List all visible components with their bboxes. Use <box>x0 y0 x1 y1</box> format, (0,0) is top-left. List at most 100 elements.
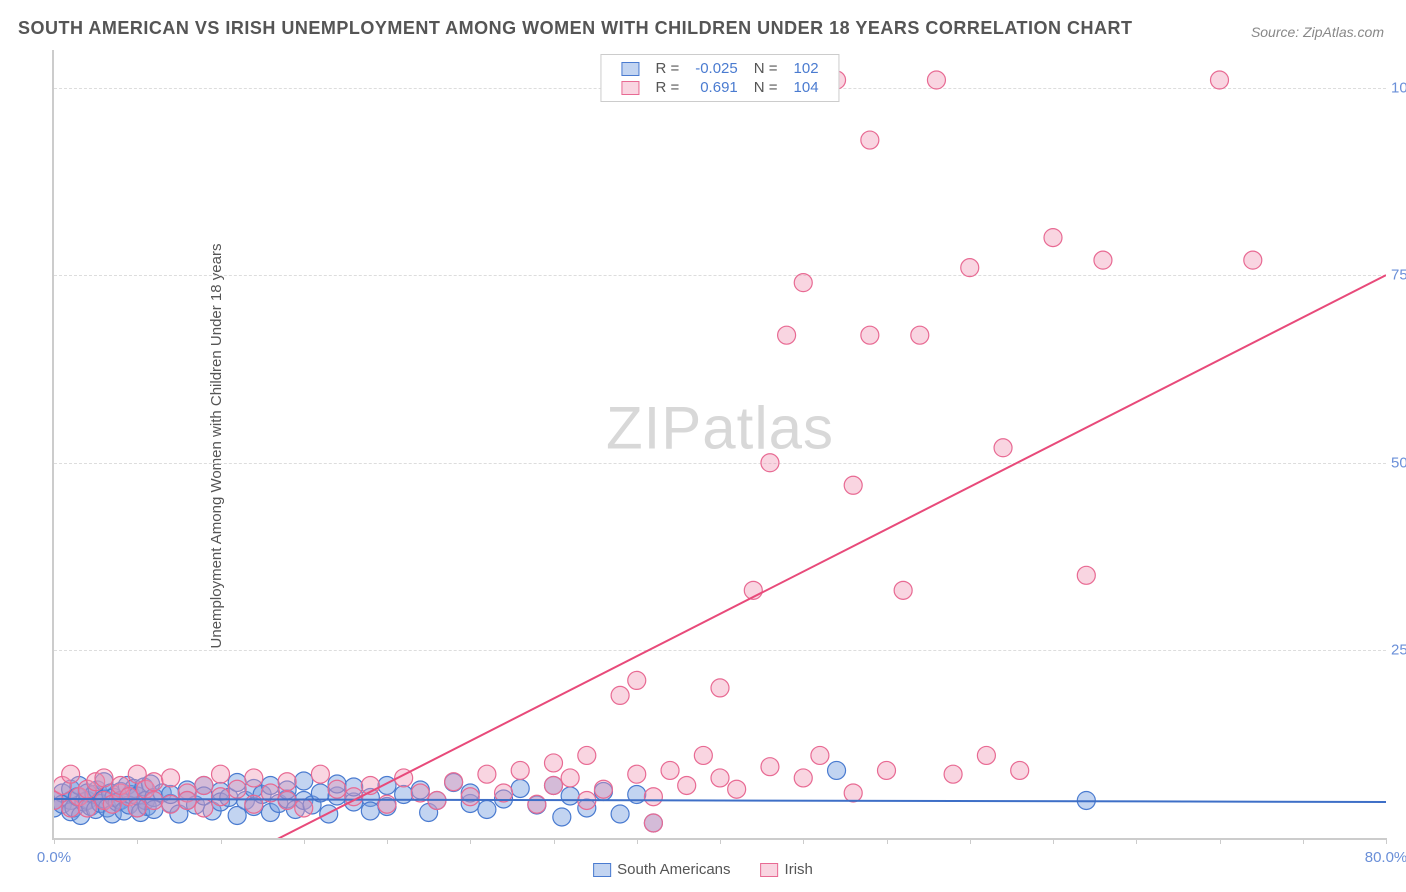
scatter-point <box>545 754 563 772</box>
scatter-point <box>228 780 246 798</box>
scatter-point <box>628 671 646 689</box>
scatter-point <box>761 758 779 776</box>
scatter-point <box>1244 251 1262 269</box>
scatter-point <box>178 791 196 809</box>
x-tick-label: 0.0% <box>37 849 71 866</box>
x-tick <box>387 838 388 844</box>
scatter-point <box>378 795 396 813</box>
legend-swatch-irish <box>621 81 639 95</box>
scatter-point <box>611 805 629 823</box>
legend-stats-row: R = -0.025 N = 102 <box>613 59 826 78</box>
legend-n-label: N = <box>746 59 786 78</box>
scatter-point <box>1044 229 1062 247</box>
scatter-point <box>678 776 696 794</box>
legend-swatch-irish-bottom <box>761 863 779 877</box>
x-tick <box>1303 838 1304 844</box>
x-tick <box>54 838 55 844</box>
scatter-point <box>1094 251 1112 269</box>
scatter-point <box>145 773 163 791</box>
scatter-point <box>78 799 96 817</box>
scatter-point <box>95 769 113 787</box>
scatter-point <box>445 773 463 791</box>
scatter-point <box>212 788 230 806</box>
scatter-point <box>778 326 796 344</box>
scatter-point <box>911 326 929 344</box>
x-tick <box>1386 838 1387 844</box>
trend-line <box>221 275 1387 838</box>
x-tick <box>1136 838 1137 844</box>
scatter-point <box>861 326 879 344</box>
chart-title: SOUTH AMERICAN VS IRISH UNEMPLOYMENT AMO… <box>18 18 1133 39</box>
scatter-point <box>594 780 612 798</box>
scatter-point <box>511 761 529 779</box>
scatter-point <box>295 772 313 790</box>
scatter-point <box>195 776 213 794</box>
scatter-point <box>511 779 529 797</box>
legend-r-label: R = <box>647 59 687 78</box>
scatter-point <box>311 765 329 783</box>
y-tick-label: 50.0% <box>1391 454 1406 471</box>
x-tick <box>803 838 804 844</box>
scatter-point <box>128 799 146 817</box>
legend-n-value-irish: 104 <box>786 78 827 97</box>
legend-label-sa: South Americans <box>617 861 730 878</box>
scatter-point <box>878 761 896 779</box>
scatter-point <box>328 780 346 798</box>
scatter-point <box>611 686 629 704</box>
scatter-point <box>278 773 296 791</box>
scatter-point <box>811 746 829 764</box>
x-tick <box>887 838 888 844</box>
scatter-point <box>478 765 496 783</box>
scatter-point <box>1211 71 1229 89</box>
scatter-point <box>578 746 596 764</box>
legend-stats: R = -0.025 N = 102 R = 0.691 N = 104 <box>600 54 839 102</box>
chart-container: SOUTH AMERICAN VS IRISH UNEMPLOYMENT AMO… <box>0 0 1406 892</box>
x-tick-label: 80.0% <box>1365 849 1406 866</box>
scatter-point <box>894 581 912 599</box>
x-tick <box>637 838 638 844</box>
x-tick <box>221 838 222 844</box>
legend-item-irish: Irish <box>761 861 813 878</box>
scatter-point <box>245 769 263 787</box>
x-tick <box>137 838 138 844</box>
scatter-point <box>361 802 379 820</box>
scatter-point <box>461 788 479 806</box>
scatter-point <box>661 761 679 779</box>
scatter-point <box>828 761 846 779</box>
scatter-point <box>295 799 313 817</box>
scatter-point <box>212 765 230 783</box>
x-tick <box>554 838 555 844</box>
scatter-point <box>861 131 879 149</box>
legend-r-value-irish: 0.691 <box>687 78 746 97</box>
scatter-point <box>478 800 496 818</box>
scatter-point <box>1077 566 1095 584</box>
source-label: Source: ZipAtlas.com <box>1251 24 1384 40</box>
x-tick <box>304 838 305 844</box>
scatter-point <box>794 274 812 292</box>
scatter-point <box>561 787 579 805</box>
scatter-point <box>644 814 662 832</box>
scatter-point <box>162 769 180 787</box>
legend-stats-row: R = 0.691 N = 104 <box>613 78 826 97</box>
scatter-point <box>628 765 646 783</box>
scatter-point <box>553 808 571 826</box>
scatter-point <box>711 769 729 787</box>
scatter-point <box>711 679 729 697</box>
plot-svg <box>54 50 1386 838</box>
legend-label-irish: Irish <box>785 861 813 878</box>
scatter-point <box>245 795 263 813</box>
scatter-point <box>62 765 80 783</box>
scatter-point <box>844 784 862 802</box>
x-tick <box>720 838 721 844</box>
scatter-point <box>561 769 579 787</box>
scatter-point <box>944 765 962 783</box>
scatter-point <box>961 259 979 277</box>
legend-bottom: South Americans Irish <box>593 861 813 878</box>
scatter-point <box>794 769 812 787</box>
scatter-point <box>145 791 163 809</box>
y-tick-label: 75.0% <box>1391 267 1406 284</box>
legend-item-sa: South Americans <box>593 861 730 878</box>
legend-n-value-sa: 102 <box>786 59 827 78</box>
scatter-point <box>994 439 1012 457</box>
scatter-point <box>1011 761 1029 779</box>
